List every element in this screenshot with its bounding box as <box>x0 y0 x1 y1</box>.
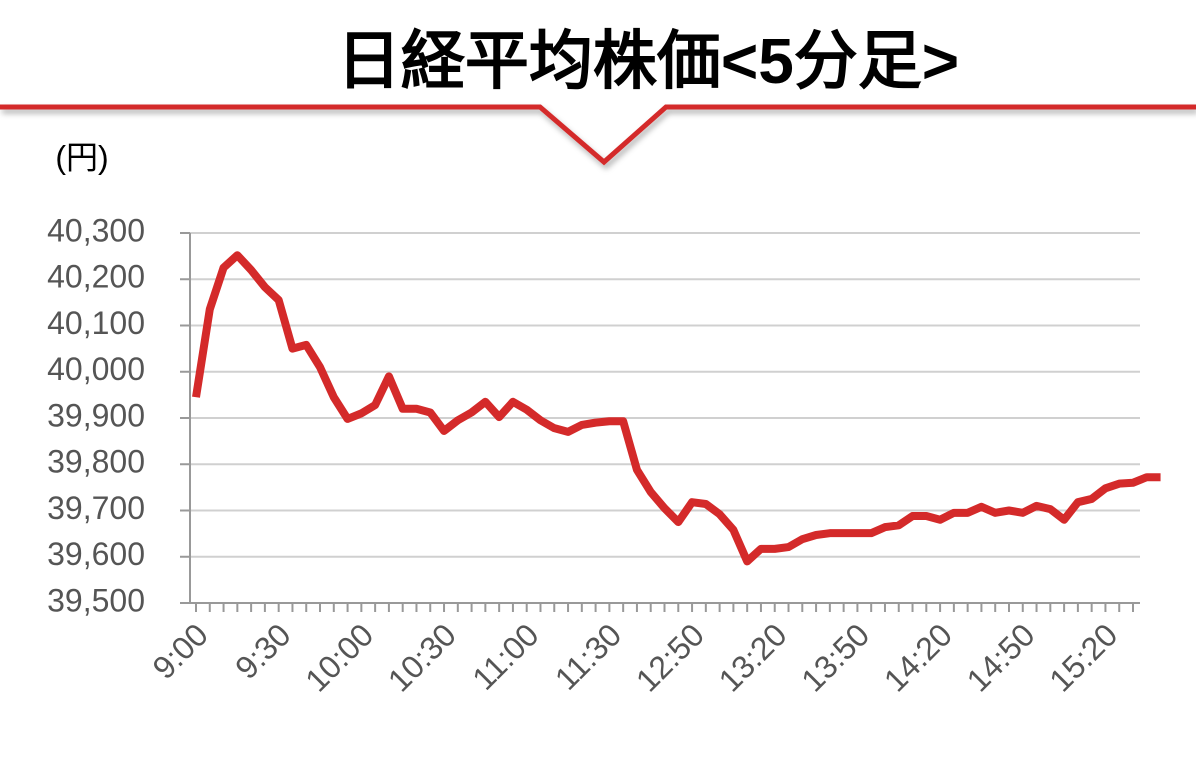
x-tick-label: 14:20 <box>877 616 959 698</box>
x-tick-label: 11:30 <box>548 616 628 696</box>
y-tick-label: 40,000 <box>47 351 145 387</box>
y-tick-label: 39,900 <box>47 397 145 433</box>
x-tick-label: 12:50 <box>629 616 711 698</box>
x-tick-label: 9:00 <box>145 616 214 685</box>
x-tick-label: 11:00 <box>465 616 545 696</box>
x-tick-label: 9:30 <box>228 616 297 685</box>
title-banner <box>0 104 1196 166</box>
x-tick-label: 13:20 <box>712 616 794 698</box>
chart-title: 日経平均株価<5分足> <box>337 25 959 97</box>
x-tick-label: 14:50 <box>960 616 1042 698</box>
y-tick-label: 39,800 <box>47 444 145 480</box>
y-tick-label: 40,100 <box>47 305 145 341</box>
y-tick-label: 39,600 <box>47 536 145 572</box>
y-tick-label: 39,500 <box>47 582 145 618</box>
y-tick-label: 40,300 <box>47 212 145 248</box>
y-tick-label: 40,200 <box>47 259 145 295</box>
x-tick-label: 10:00 <box>298 616 380 698</box>
x-tick-label: 15:20 <box>1042 616 1124 698</box>
y-tick-label: 39,700 <box>47 490 145 526</box>
x-tick-label: 13:50 <box>794 616 876 698</box>
price-line <box>192 251 1161 566</box>
y-axis-label: (円) <box>55 139 108 175</box>
x-tick-label: 10:30 <box>381 616 463 698</box>
